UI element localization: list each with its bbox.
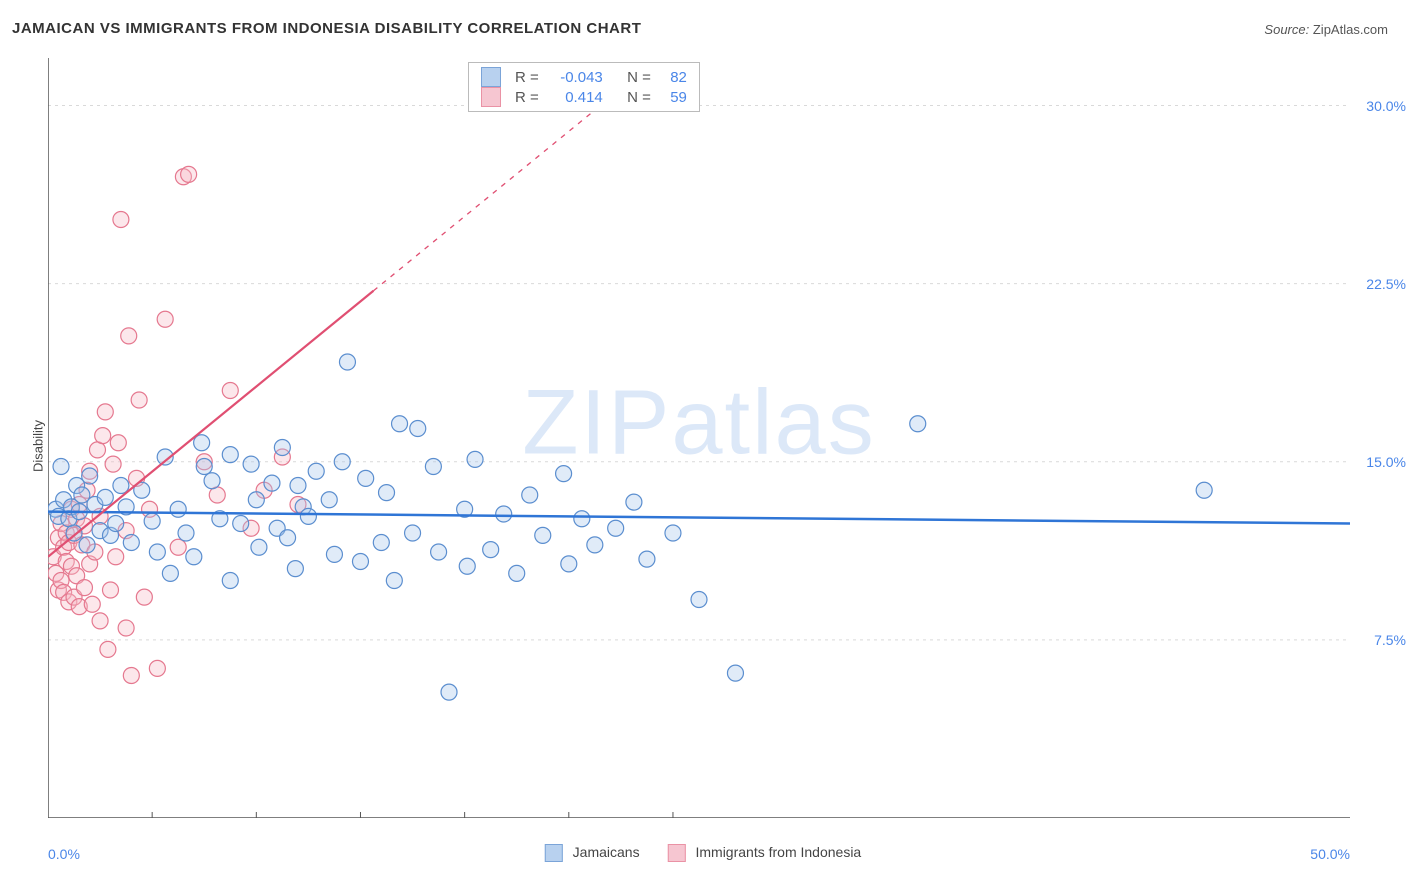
legend-item-series2: Immigrants from Indonesia (668, 844, 862, 862)
stats-swatch-series1 (481, 67, 501, 87)
source-value: ZipAtlas.com (1313, 22, 1388, 37)
chart-container: JAMAICAN VS IMMIGRANTS FROM INDONESIA DI… (0, 0, 1406, 892)
y-tick-label: 15.0% (1366, 454, 1406, 470)
stats-row-series2: R = 0.414 N = 59 (481, 87, 687, 107)
legend-label-series1: Jamaicans (573, 844, 640, 860)
stats-n-label-2: N = (627, 89, 651, 106)
y-tick-label: 7.5% (1374, 632, 1406, 648)
stats-swatch-series2 (481, 87, 501, 107)
legend-item-series1: Jamaicans (545, 844, 640, 862)
stats-legend-box: R = -0.043 N = 82 R = 0.414 N = 59 (468, 62, 700, 112)
stats-row-series1: R = -0.043 N = 82 (481, 67, 687, 87)
y-tick-label: 22.5% (1366, 276, 1406, 292)
plot-area: ZIPatlas R = -0.043 N = 82 R = 0.414 N =… (48, 58, 1350, 818)
stats-r-value-series1: -0.043 (547, 69, 603, 86)
legend-swatch-series2 (668, 844, 686, 862)
y-tick-label: 30.0% (1366, 98, 1406, 114)
bottom-legend: Jamaicans Immigrants from Indonesia (545, 844, 861, 862)
x-origin-label: 0.0% (48, 846, 80, 862)
stats-r-label-2: R = (515, 89, 539, 106)
source-label: Source: (1264, 22, 1309, 37)
y-axis-label: Disability (31, 420, 46, 472)
x-max-label: 50.0% (1310, 846, 1350, 862)
legend-label-series2: Immigrants from Indonesia (695, 844, 861, 860)
chart-title: JAMAICAN VS IMMIGRANTS FROM INDONESIA DI… (12, 20, 641, 37)
stats-n-label: N = (627, 69, 651, 86)
stats-r-value-series2: 0.414 (547, 89, 603, 106)
stats-r-label: R = (515, 69, 539, 86)
stats-n-value-series2: 59 (659, 89, 687, 106)
source-attribution: Source: ZipAtlas.com (1264, 22, 1388, 37)
scatter-svg (48, 58, 1350, 818)
stats-n-value-series1: 82 (659, 69, 687, 86)
legend-swatch-series1 (545, 844, 563, 862)
